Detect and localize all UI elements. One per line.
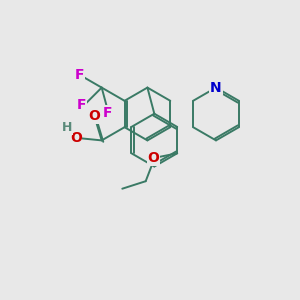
Text: O: O <box>147 151 159 165</box>
Text: F: F <box>76 98 86 112</box>
Text: F: F <box>103 106 112 120</box>
Text: H: H <box>62 121 73 134</box>
Text: O: O <box>88 109 100 123</box>
Text: O: O <box>70 131 82 145</box>
Text: N: N <box>210 81 222 94</box>
Text: F: F <box>74 68 84 82</box>
